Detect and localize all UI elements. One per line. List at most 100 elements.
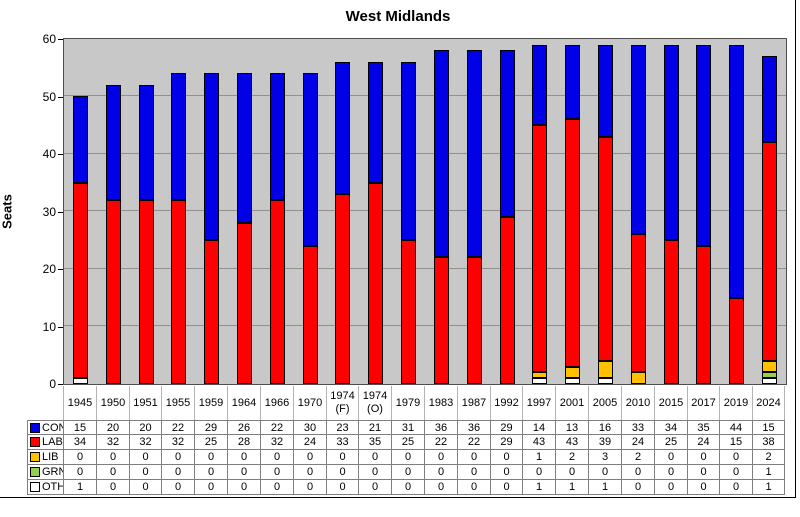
- table-cell-OTH-1966: 0: [260, 480, 293, 495]
- legend-swatch-GRN: [30, 467, 40, 477]
- table-cell-LIB-1983: 0: [424, 450, 457, 465]
- bar-segment-LIB-2001: [565, 367, 580, 378]
- table-cell-LAB-1979: 25: [391, 435, 424, 450]
- table-cell-LAB-1955: 32: [161, 435, 194, 450]
- table-cell-OTH-2015: 0: [654, 480, 687, 495]
- table-cell-LAB-1964: 28: [227, 435, 260, 450]
- y-tick-label-10: 10: [42, 320, 56, 334]
- table-cell-LIB-2010: 2: [621, 450, 654, 465]
- chart-title: West Midlands: [345, 8, 451, 25]
- bar-segment-LAB-2019: [729, 298, 744, 384]
- table-cell-LIB-1964: 0: [227, 450, 260, 465]
- table-cell-OTH-1974 (F): 0: [326, 480, 358, 495]
- table-cell-LAB-1974 (O): 35: [358, 435, 391, 450]
- table-cell-CON-1950: 20: [96, 420, 129, 435]
- table-cell-CON-2005: 16: [588, 420, 621, 435]
- bar-segment-GRN-2024: [762, 372, 777, 378]
- bar-segment-LAB-1997: [532, 125, 547, 372]
- bar-segment-LAB-1983: [434, 257, 449, 384]
- y-tick-mark-40: [58, 154, 63, 155]
- table-cell-GRN-1992: 0: [490, 465, 522, 480]
- bar-segment-CON-1974 (F): [335, 62, 350, 194]
- table-cell-CON-1959: 29: [194, 420, 227, 435]
- table-cell-GRN-1964: 0: [227, 465, 260, 480]
- bar-segment-CON-1951: [139, 85, 154, 200]
- table-cell-OTH-2010: 0: [621, 480, 654, 495]
- bar-segment-CON-1997: [532, 45, 547, 125]
- table-cell-LAB-2024: 38: [752, 435, 785, 450]
- table-cell-CON-1945: 15: [63, 420, 96, 435]
- year-label-1987: 1987: [457, 386, 490, 420]
- table-cell-GRN-1945: 0: [63, 465, 96, 480]
- bar-segment-LAB-1945: [73, 183, 88, 378]
- bar-segment-LAB-2001: [565, 119, 580, 367]
- bar-segment-LAB-1970: [303, 246, 318, 384]
- bar-segment-LAB-1992: [500, 217, 515, 384]
- plot-area: [63, 38, 787, 385]
- table-cell-LAB-1959: 25: [194, 435, 227, 450]
- y-tick-mark-30: [58, 212, 63, 213]
- table-cell-LAB-2017: 24: [687, 435, 719, 450]
- bar-segment-CON-1966: [270, 73, 285, 200]
- y-tick-mark-50: [58, 97, 63, 98]
- table-cell-CON-1966: 22: [260, 420, 293, 435]
- y-tick-label-0: 0: [49, 377, 56, 391]
- table-cell-GRN-1983: 0: [424, 465, 457, 480]
- table-cell-OTH-1997: 1: [522, 480, 555, 495]
- bar-segment-LAB-1966: [270, 200, 285, 384]
- y-tick-mark-60: [58, 39, 63, 40]
- year-label-2024: 2024: [752, 386, 785, 420]
- table-cell-LIB-1951: 0: [129, 450, 161, 465]
- bar-segment-CON-2015: [664, 45, 679, 240]
- table-cell-OTH-1992: 0: [490, 480, 522, 495]
- table-cell-GRN-1997: 0: [522, 465, 555, 480]
- table-cell-GRN-2017: 0: [687, 465, 719, 480]
- gridline-30: [64, 210, 786, 211]
- y-tick-label-40: 40: [42, 147, 56, 161]
- table-cell-OTH-1974 (O): 0: [358, 480, 391, 495]
- year-label-1964: 1964: [227, 386, 260, 420]
- bar-segment-CON-1964: [237, 73, 252, 223]
- bar-segment-LAB-2005: [598, 137, 613, 361]
- bar-segment-OTH-1997: [532, 378, 547, 384]
- table-cell-LIB-1974 (F): 0: [326, 450, 358, 465]
- year-label-2010: 2010: [621, 386, 654, 420]
- table-cell-GRN-1966: 0: [260, 465, 293, 480]
- table-cell-GRN-2015: 0: [654, 465, 687, 480]
- bar-segment-LAB-1979: [401, 240, 416, 384]
- table-cell-LAB-2010: 24: [621, 435, 654, 450]
- table-cell-GRN-1959: 0: [194, 465, 227, 480]
- table-cell-GRN-1951: 0: [129, 465, 161, 480]
- year-label-2017: 2017: [687, 386, 719, 420]
- year-label-1970: 1970: [293, 386, 326, 420]
- table-cell-LIB-1987: 0: [457, 450, 490, 465]
- table-cell-CON-2017: 35: [687, 420, 719, 435]
- table-cell-CON-1979: 31: [391, 420, 424, 435]
- bar-segment-CON-1959: [204, 73, 219, 240]
- table-cell-OTH-1950: 0: [96, 480, 129, 495]
- legend-label-LAB: LAB: [42, 436, 63, 448]
- table-cell-LIB-1959: 0: [194, 450, 227, 465]
- bar-segment-CON-1987: [467, 50, 482, 257]
- year-label-1992: 1992: [490, 386, 522, 420]
- year-label-1966: 1966: [260, 386, 293, 420]
- bar-segment-LIB-2010: [631, 372, 646, 384]
- table-cell-OTH-1964: 0: [227, 480, 260, 495]
- legend-swatch-LAB: [30, 437, 40, 447]
- table-cell-OTH-1945: 1: [63, 480, 96, 495]
- table-cell-GRN-1987: 0: [457, 465, 490, 480]
- table-cell-GRN-1970: 0: [293, 465, 326, 480]
- table-cell-OTH-1951: 0: [129, 480, 161, 495]
- bar-segment-LAB-2017: [696, 246, 711, 384]
- table-cell-OTH-2019: 0: [719, 480, 752, 495]
- table-cell-LIB-1970: 0: [293, 450, 326, 465]
- bar-segment-CON-2024: [762, 56, 777, 142]
- table-cell-LAB-1997: 43: [522, 435, 555, 450]
- legend-label-LIB: LIB: [42, 451, 59, 463]
- bar-segment-LAB-1974 (O): [368, 183, 383, 384]
- bar-segment-OTH-2005: [598, 378, 613, 384]
- table-cell-OTH-1983: 0: [424, 480, 457, 495]
- table-cell-GRN-2010: 0: [621, 465, 654, 480]
- year-label-1997: 1997: [522, 386, 555, 420]
- gridline-40: [64, 153, 786, 154]
